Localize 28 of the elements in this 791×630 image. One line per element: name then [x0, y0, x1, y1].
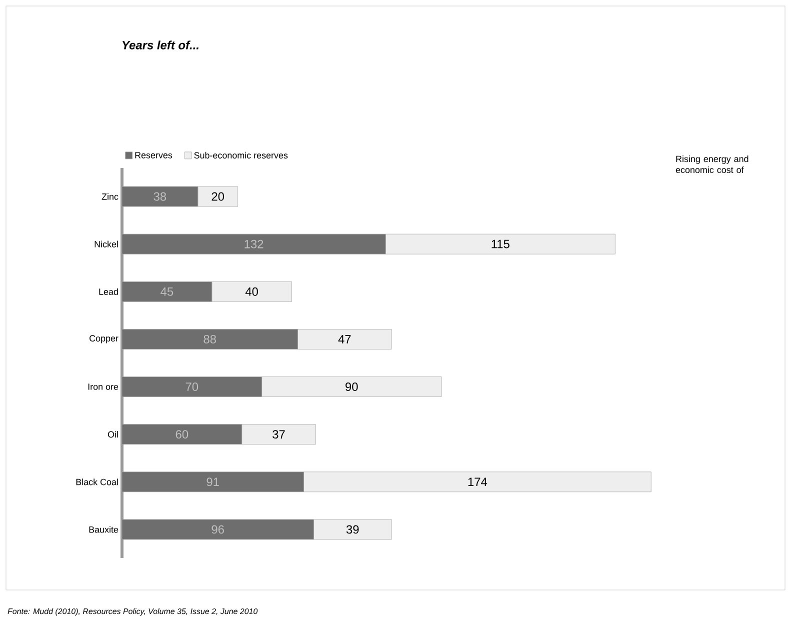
data-label: 132: [244, 240, 264, 248]
data-label: 91: [206, 478, 219, 486]
data-label: 90: [346, 382, 358, 391]
data-label: 60: [176, 430, 188, 439]
y-tick-label: Copper: [90, 335, 118, 344]
data-label: 96: [212, 525, 224, 534]
text: Rising energy and economic cost of: [676, 156, 748, 174]
y-tick-label: Nickel: [94, 240, 118, 248]
y-tick-label: Lead: [99, 288, 118, 295]
y-tick-label: Zinc: [102, 193, 118, 200]
data-label: 38: [154, 192, 166, 201]
chart-title: Years left of...: [122, 40, 198, 50]
data-label: 40: [245, 287, 258, 296]
data-label: 45: [160, 287, 174, 296]
data-label: 88: [204, 334, 216, 344]
legend-label: Sub-economic reserves: [194, 152, 288, 159]
data-label: 70: [186, 382, 198, 391]
legend-label: Reserves: [135, 152, 172, 158]
y-tick-label: Oil: [108, 431, 118, 438]
data-label: 20: [212, 192, 224, 201]
y-tick-label: Bauxite: [89, 526, 118, 533]
data-label: 115: [492, 240, 510, 248]
data-label: 174: [468, 478, 488, 486]
data-label: 47: [338, 335, 351, 344]
data-label: 37: [272, 430, 285, 439]
y-tick-label: Black Coal: [76, 478, 118, 486]
y-tick-label: Iron ore: [88, 384, 118, 390]
data-label: 39: [346, 525, 359, 534]
